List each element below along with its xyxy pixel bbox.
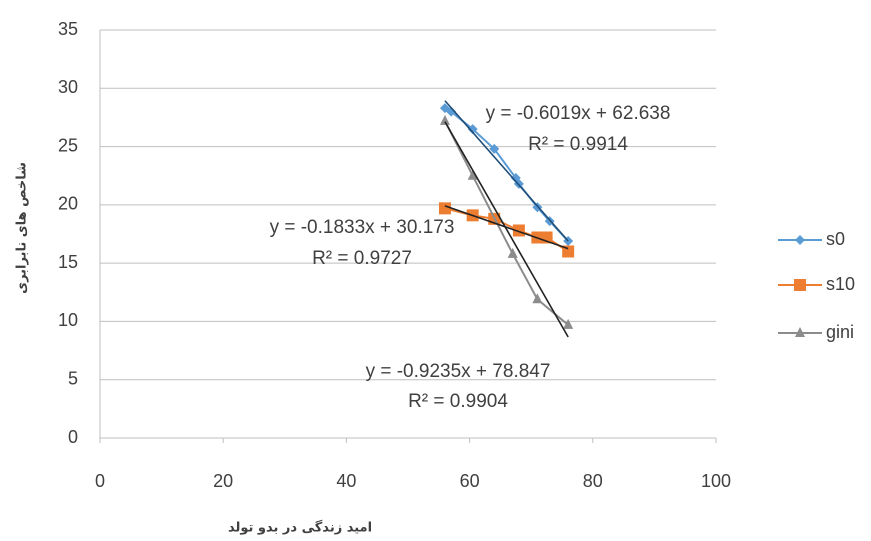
y-tick-label: 0 [68,427,78,447]
y-tick-label: 5 [68,368,78,388]
trendline-equation: y = -0.9235x + 78.847 [366,361,551,382]
trendline-equation: y = -0.6019x + 62.638 [486,103,671,124]
trendline-equation: y = -0.1833x + 30.173 [270,217,455,238]
legend-marker [794,279,806,291]
x-axis-title: امید زندگی در بدو تولد [228,520,372,536]
y-tick-label: 30 [58,77,78,97]
data-point [440,115,450,125]
y-tick-label: 35 [58,19,78,39]
trendline-r2: R² = 0.9727 [312,248,412,269]
legend-label: s10 [826,274,855,294]
trendline-r2: R² = 0.9914 [528,134,628,155]
legend-label: s0 [826,229,845,249]
data-point [508,248,518,258]
legend-label: gini [826,322,854,342]
chart: شاخص های نابرابری امید زندگی در بدو تولد… [0,0,871,541]
y-tick-label: 20 [58,194,78,214]
data-point [439,202,451,214]
y-axis-title: شاخص های نابرابری [15,162,30,294]
y-tick-label: 10 [58,310,78,330]
x-tick-label: 40 [336,471,356,491]
y-tick-label: 15 [58,252,78,272]
y-tick-label: 25 [58,135,78,155]
x-tick-label: 100 [701,471,731,491]
data-point [563,319,573,329]
legend-marker [795,235,805,245]
x-tick-label: 60 [460,471,480,491]
x-tick-label: 0 [95,471,105,491]
x-tick-label: 80 [583,471,603,491]
trendline-r2: R² = 0.9904 [408,391,508,412]
x-tick-label: 20 [213,471,233,491]
